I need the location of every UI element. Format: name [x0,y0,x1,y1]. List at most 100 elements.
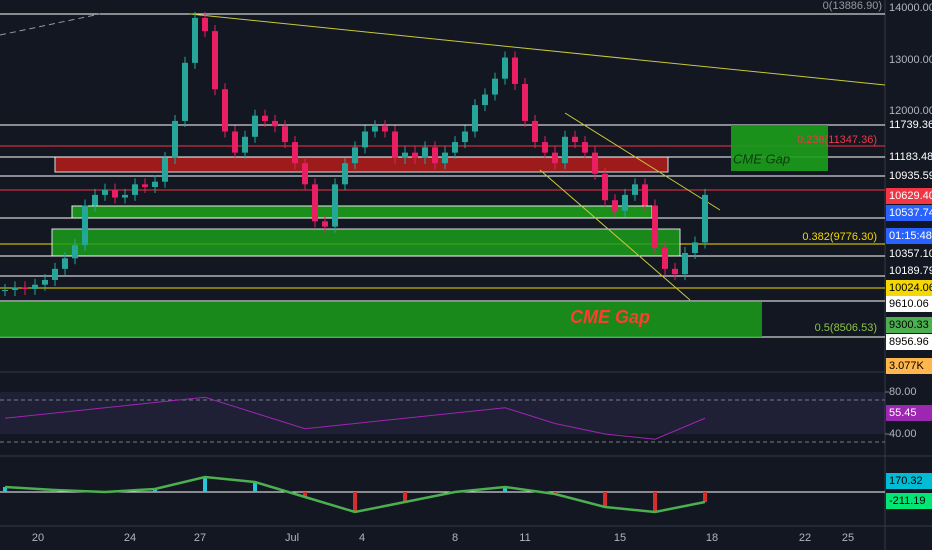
annotation: CME Gap [733,151,790,166]
candle [612,200,618,211]
resistance-zone [54,156,669,173]
candle [512,57,518,84]
candle [572,136,578,143]
macd-bar [503,487,507,492]
macd-label: 170.32 [889,475,923,487]
candle [62,258,68,269]
candle [292,142,298,164]
candle [12,287,18,290]
candle [72,245,78,259]
candle [452,142,458,153]
candle [262,115,268,121]
candle [632,184,638,195]
price-label: 3.077K [889,360,925,372]
candle [362,131,368,148]
candle [302,163,308,185]
price-tag [886,317,932,333]
macd-bar [703,492,707,502]
candle [592,152,598,174]
candle [422,147,428,158]
candle [212,31,218,90]
candle [142,184,148,187]
x-tick-label: 24 [124,532,136,544]
candle [672,268,678,275]
candle [652,205,658,248]
candle [232,131,238,153]
candle [322,221,328,227]
price-tag [886,493,932,509]
candle [252,115,258,137]
candle [582,142,588,153]
candle [52,268,58,280]
candle [282,126,288,143]
candle [442,152,448,164]
candle [382,126,388,132]
macd-bar [303,492,307,497]
rsi-tick-label: 80.00 [889,386,917,398]
price-label: 10189.79 [889,265,932,277]
support-zone [51,228,681,257]
price-label: 14000.00 [889,2,932,14]
macd-bar [603,492,607,507]
trend-line [564,112,721,211]
fib-line [0,13,101,36]
candle [152,181,158,187]
price-label: 10537.74 [889,207,932,219]
price-label: 9300.33 [889,319,929,331]
x-tick-label: 15 [614,532,626,544]
price-label: 10024.06 [889,282,932,294]
candle [542,142,548,153]
macd-bar [253,482,257,492]
candle [202,17,208,32]
candle [222,89,228,132]
price-tag [886,473,932,489]
x-tick-label: 25 [842,532,854,544]
price-label: 10935.59 [889,170,932,182]
fib-label: 0.236(11347.36) [797,134,877,146]
x-tick-label: 27 [194,532,206,544]
cme-gap-box [731,125,828,171]
candle [112,189,118,198]
candle [22,287,28,289]
candle [192,17,198,63]
price-label: 11183.48 [889,151,932,163]
rsi-line [4,396,706,440]
x-tick-label: Jul [285,532,299,544]
macd-bar [403,492,407,502]
candle [392,131,398,158]
candle [602,173,608,201]
candle [502,57,508,79]
trend-line [539,169,691,301]
candle [272,120,278,127]
candle [42,279,48,285]
candle [532,120,538,143]
fib-label: 0.382(9776.30) [802,231,877,243]
candle [352,147,358,164]
price-label: 13000.00 [889,54,932,66]
fib-label: 0.5(8506.53) [815,322,877,334]
candles [2,11,708,296]
price-label: 01:15:48 [889,230,932,242]
candle [32,284,38,289]
candle [132,184,138,195]
trend-line [189,13,886,86]
macd-bar [203,477,207,492]
price-label: 8956.96 [889,336,929,348]
candle [692,242,698,254]
candle [242,136,248,153]
candle [472,105,478,132]
candle [662,247,668,269]
candle [702,194,708,243]
macd-bar [3,487,7,492]
candle [412,152,418,158]
rsi-tick-label: 40.00 [889,428,917,440]
candle [562,136,568,164]
candle [82,205,88,246]
fib-label: 0(13886.90) [823,0,882,12]
x-tick-label: 8 [452,532,458,544]
x-tick-label: 4 [359,532,365,544]
candle [92,194,98,206]
cme-gap-box [0,302,762,337]
candle [682,253,688,275]
